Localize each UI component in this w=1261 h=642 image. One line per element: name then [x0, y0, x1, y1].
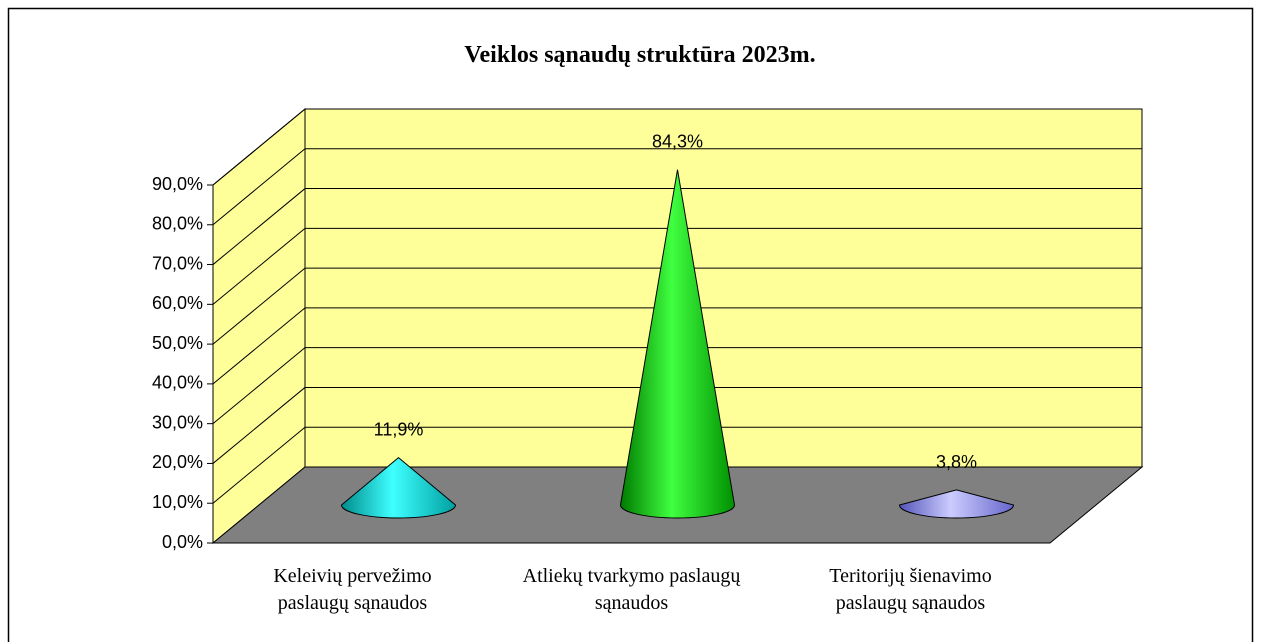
cone: [340, 457, 457, 519]
grid-line: [212, 426, 306, 504]
grid-line: [212, 108, 306, 186]
y-tick-label: 10,0%: [152, 492, 203, 512]
x-tick-label: Atliekų tvarkymo paslaugų sąnaudos: [522, 565, 741, 614]
grid-line: [212, 148, 306, 226]
cone: [898, 489, 1015, 519]
grid-line: [212, 227, 306, 305]
value-label: 3,8%: [936, 452, 977, 472]
y-tick-label: 90,0%: [152, 174, 203, 194]
y-tick-label: 40,0%: [152, 373, 203, 393]
chart-title: Veiklos sąnaudų struktūra 2023m.: [464, 42, 815, 68]
y-tick-label: 80,0%: [152, 214, 203, 234]
grid-line: [212, 188, 306, 265]
y-tick-label: 20,0%: [152, 452, 203, 472]
grid-line: [212, 347, 306, 425]
cone-body: [340, 457, 457, 519]
grid-line: [212, 307, 306, 385]
y-tick-label: 0,0%: [162, 532, 203, 552]
back-wall: [304, 108, 1143, 468]
y-tick-label: 60,0%: [152, 293, 203, 313]
value-label: 84,3%: [652, 132, 703, 152]
cone-body: [898, 489, 1015, 519]
x-tick-label: Teritorijų šienavimo paslaugų sąnaudos: [829, 565, 992, 614]
y-tick-label: 50,0%: [152, 333, 203, 353]
y-tick-label: 30,0%: [152, 412, 203, 432]
y-tick-label: 70,0%: [152, 253, 203, 273]
cone: [619, 169, 736, 519]
x-tick-label: Keleivių pervežimo paslaugų sąnaudos: [273, 565, 432, 614]
grid-line: [212, 267, 306, 345]
value-label: 11,9%: [374, 420, 424, 440]
cone-body: [619, 169, 736, 519]
grid-line: [212, 387, 306, 464]
